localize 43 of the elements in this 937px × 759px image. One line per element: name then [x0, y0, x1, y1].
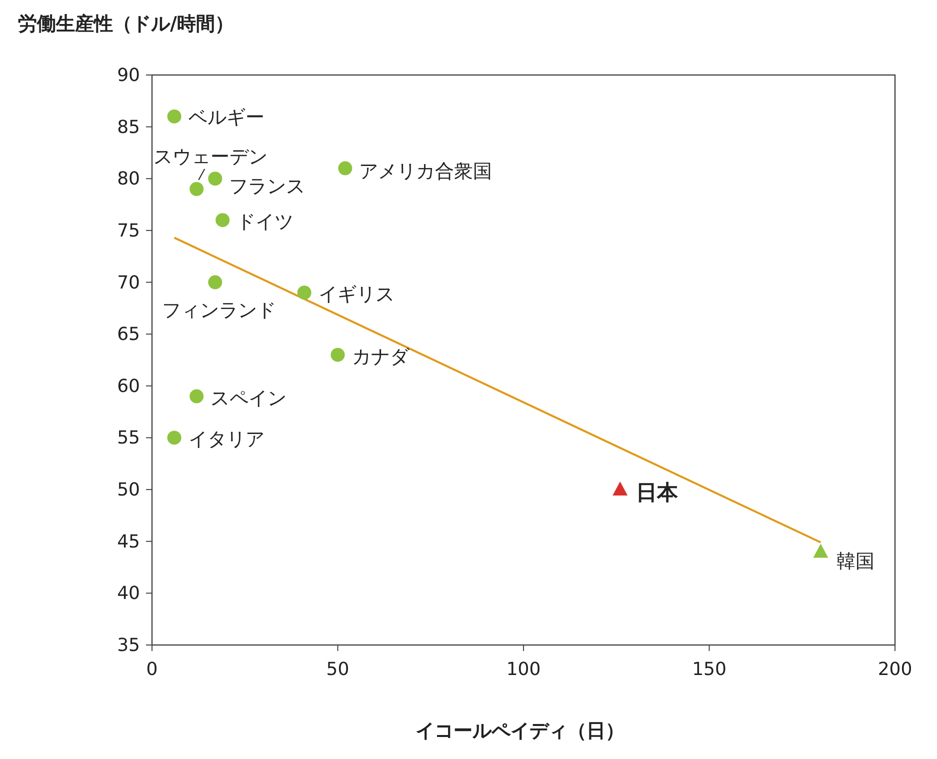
y-tick-label: 70: [117, 272, 140, 294]
point: [167, 109, 182, 124]
y-tick-label: 55: [117, 428, 140, 449]
series-label: フィンランド: [162, 299, 276, 322]
y-tick-label: 75: [117, 220, 140, 242]
series-label: イタリア: [188, 428, 264, 451]
series-label: ドイツ: [236, 211, 294, 234]
point: [612, 482, 628, 496]
point: [297, 286, 312, 300]
x-tick-label: 100: [506, 659, 541, 680]
point: [330, 348, 345, 362]
x-tick-label: 150: [692, 659, 726, 680]
y-tick-label: 45: [117, 531, 140, 552]
x-tick-label: 0: [146, 659, 158, 680]
x-tick-label: 200: [878, 659, 912, 680]
y-tick-label: 80: [117, 168, 140, 190]
series-label: アメリカ合衆国: [359, 160, 492, 182]
point: [208, 275, 222, 290]
y-tick-label: 35: [117, 635, 140, 656]
point: [338, 161, 352, 176]
y-tick-label: 50: [117, 480, 140, 501]
point: [167, 430, 182, 445]
y-tick-label: 85: [117, 116, 140, 138]
point: [190, 182, 204, 196]
series-label: ベルギー: [188, 106, 264, 128]
y-tick-label: 60: [117, 376, 140, 397]
series-label: カナダ: [352, 346, 410, 368]
y-tick-label: 90: [117, 65, 140, 86]
series-label: フランス: [229, 176, 306, 198]
series-label: イギリス: [318, 284, 394, 306]
point: [208, 172, 222, 186]
series-label: スペイン: [210, 387, 287, 410]
y-tick-label: 40: [117, 583, 140, 604]
x-tick-label: 50: [326, 659, 350, 680]
point: [190, 389, 204, 404]
y-axis-title: 労働生産性（ドル/時間）: [18, 13, 234, 35]
series-label: 日本: [636, 480, 680, 505]
series-label: スウェーデン: [154, 146, 268, 168]
series-label: 韓国: [836, 550, 875, 573]
point: [813, 544, 828, 558]
point: [216, 213, 230, 228]
x-axis-title: イコールペイディ（日）: [416, 720, 624, 742]
y-tick-label: 65: [117, 324, 140, 346]
